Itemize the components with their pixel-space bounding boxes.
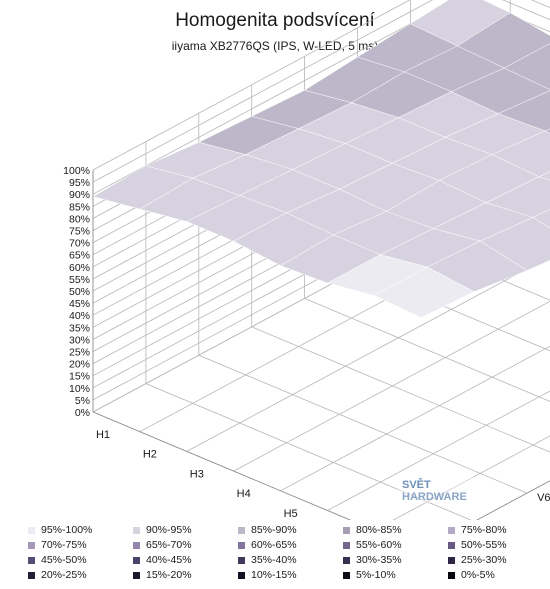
chart-subtitle: iiyama XB2776QS (IPS, W-LED, 5 ms) bbox=[171, 39, 379, 53]
floor-line-v bbox=[198, 354, 528, 494]
z-tick-label: 40% bbox=[69, 310, 90, 322]
grid-line-z-left bbox=[92, 0, 411, 171]
z-tick-label: 50% bbox=[69, 286, 90, 298]
legend-swatch bbox=[343, 557, 350, 564]
chart-title: Homogenita podsvícení bbox=[175, 10, 375, 31]
floor-line-h bbox=[233, 300, 550, 472]
legend-label: 55%-60% bbox=[356, 539, 402, 551]
z-tick-label: 90% bbox=[69, 189, 90, 201]
legend-swatch bbox=[238, 557, 245, 564]
surface-cell bbox=[538, 171, 550, 181]
legend-label: 35%-40% bbox=[251, 554, 297, 566]
legend-label: 10%-15% bbox=[251, 569, 297, 581]
watermark-logo: SVĚT HARDWARE bbox=[398, 477, 488, 503]
legend-label: 65%-70% bbox=[146, 539, 192, 551]
floor-line-v bbox=[145, 383, 472, 520]
legend-swatch bbox=[28, 572, 35, 579]
legend-label: 0%-5% bbox=[461, 569, 495, 581]
z-tick-label: 15% bbox=[69, 371, 90, 383]
legend-swatch bbox=[133, 527, 140, 534]
legend-swatch bbox=[343, 527, 350, 534]
legend-swatch bbox=[238, 542, 245, 549]
z-tick-label: 70% bbox=[69, 238, 90, 250]
floor-line-v bbox=[251, 326, 550, 453]
legend-swatch bbox=[343, 542, 350, 549]
surface-cell bbox=[373, 266, 475, 318]
legend-swatch bbox=[28, 557, 35, 564]
h-tick-label: H2 bbox=[143, 449, 157, 461]
legend-label: 85%-90% bbox=[251, 524, 297, 536]
legend-swatch bbox=[448, 527, 455, 534]
y-axis-line bbox=[476, 480, 550, 520]
z-tick-label: 10% bbox=[69, 383, 90, 395]
surface-cell bbox=[544, 128, 550, 134]
z-tick-label: 80% bbox=[69, 213, 90, 225]
h-tick-label: H5 bbox=[284, 508, 298, 520]
legend-label: 5%-10% bbox=[356, 569, 396, 581]
legend-swatch bbox=[238, 527, 245, 534]
watermark-line1: SVĚT bbox=[402, 478, 431, 491]
surface-plot: 0%5%10%15%20%25%30%35%40%45%50%55%60%65%… bbox=[63, 0, 550, 520]
floor-line-v bbox=[304, 298, 550, 402]
legend-swatch bbox=[448, 572, 455, 579]
legend-swatch bbox=[448, 557, 455, 564]
legend-swatch bbox=[343, 572, 350, 579]
z-tick-label: 60% bbox=[69, 262, 90, 274]
z-tick-label: 20% bbox=[69, 359, 90, 371]
grid-line-z-left bbox=[92, 0, 434, 183]
legend-swatch bbox=[448, 542, 455, 549]
h-tick-label: H1 bbox=[96, 429, 110, 441]
legend-label: 25%-30% bbox=[461, 554, 507, 566]
h-tick-label: H4 bbox=[237, 488, 251, 500]
z-tick-label: 45% bbox=[69, 298, 90, 310]
z-tick-label: 55% bbox=[69, 274, 90, 286]
z-tick-label: 25% bbox=[69, 347, 90, 359]
legend-swatch bbox=[133, 557, 140, 564]
legend-swatch bbox=[133, 542, 140, 549]
z-tick-label: 95% bbox=[69, 177, 90, 189]
legend-swatch bbox=[238, 572, 245, 579]
surface-cell bbox=[532, 208, 550, 229]
z-tick-label: 30% bbox=[69, 334, 90, 346]
x-axis-line bbox=[92, 411, 352, 520]
legend-label: 40%-45% bbox=[146, 554, 192, 566]
legend-label: 20%-25% bbox=[41, 569, 87, 581]
legend-label: 60%-65% bbox=[251, 539, 297, 551]
legend-swatch bbox=[133, 572, 140, 579]
floor-line-h bbox=[186, 255, 550, 452]
legend-label: 45%-50% bbox=[41, 554, 87, 566]
watermark-line2: HARDWARE bbox=[402, 491, 467, 503]
z-tick-label: 0% bbox=[75, 407, 90, 419]
legend-label: 70%-75% bbox=[41, 539, 87, 551]
floor-line-h bbox=[392, 435, 550, 520]
legend-swatch bbox=[28, 527, 35, 534]
legend-label: 80%-85% bbox=[356, 524, 402, 536]
legend-swatch bbox=[28, 542, 35, 549]
z-tick-label: 35% bbox=[69, 322, 90, 334]
legend-label: 15%-20% bbox=[146, 569, 192, 581]
z-tick-label: 85% bbox=[69, 201, 90, 213]
legend-label: 75%-80% bbox=[461, 524, 507, 536]
z-tick-label: 5% bbox=[75, 395, 90, 407]
z-tick-label: 65% bbox=[69, 250, 90, 262]
h-tick-label: H3 bbox=[190, 468, 204, 480]
z-tick-label: 100% bbox=[63, 165, 90, 177]
legend-label: 95%-100% bbox=[41, 524, 93, 536]
z-tick-label: 75% bbox=[69, 226, 90, 238]
legend-label: 30%-35% bbox=[356, 554, 402, 566]
legend-label: 50%-55% bbox=[461, 539, 507, 551]
grid-line-z-left bbox=[92, 0, 456, 195]
grid-line-z-back bbox=[502, 0, 550, 21]
legend-label: 90%-95% bbox=[146, 524, 192, 536]
floor-line-h bbox=[327, 390, 550, 511]
floor-line-h bbox=[280, 345, 550, 492]
v-tick-label: V6 bbox=[537, 492, 550, 504]
